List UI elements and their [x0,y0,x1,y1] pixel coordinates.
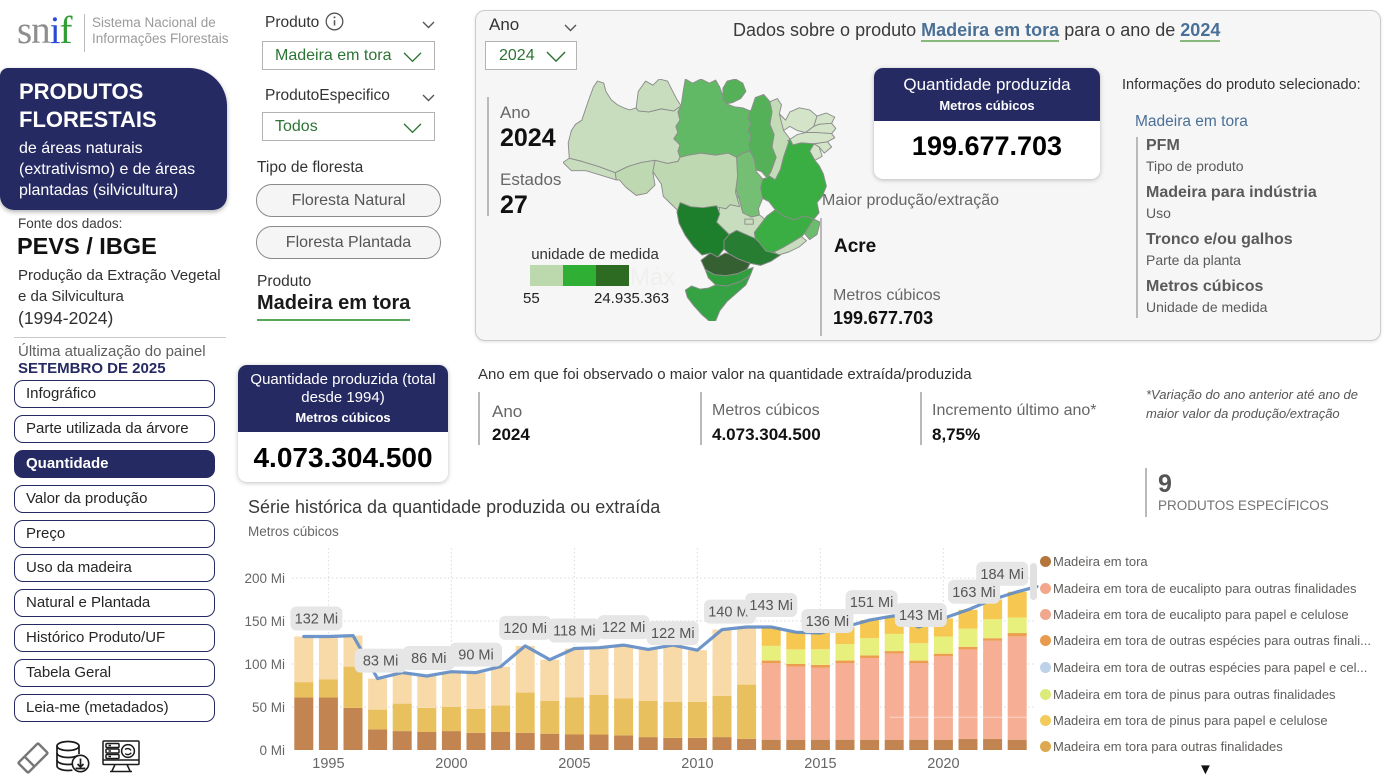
svg-text:122 Mi: 122 Mi [602,620,646,636]
svg-text:200 Mi: 200 Mi [244,571,285,586]
svg-text:163 Mi: 163 Mi [952,585,996,601]
svg-text:120 Mi: 120 Mi [503,621,547,637]
svg-text:118 Mi: 118 Mi [553,624,595,640]
svg-text:2000: 2000 [435,756,467,772]
svg-text:151 Mi: 151 Mi [850,595,894,611]
svg-text:184 Mi: 184 Mi [980,567,1024,583]
svg-text:100 Mi: 100 Mi [244,657,285,672]
svg-text:140 Mi: 140 Mi [708,605,752,621]
svg-text:86 Mi: 86 Mi [411,651,446,667]
svg-text:50 Mi: 50 Mi [252,700,285,715]
svg-text:122 Mi: 122 Mi [651,626,695,642]
svg-text:136 Mi: 136 Mi [806,614,850,630]
svg-text:83 Mi: 83 Mi [363,654,398,670]
svg-text:90 Mi: 90 Mi [458,648,493,664]
svg-text:143 Mi: 143 Mi [749,598,793,614]
svg-text:2005: 2005 [558,756,590,772]
svg-text:143 Mi: 143 Mi [899,608,943,624]
svg-text:132 Mi: 132 Mi [295,612,339,628]
svg-text:2020: 2020 [927,756,959,772]
svg-text:1995: 1995 [312,756,344,772]
svg-text:2015: 2015 [804,756,836,772]
svg-text:0 Mi: 0 Mi [259,743,285,758]
svg-text:2010: 2010 [681,756,713,772]
svg-text:150 Mi: 150 Mi [244,614,285,629]
